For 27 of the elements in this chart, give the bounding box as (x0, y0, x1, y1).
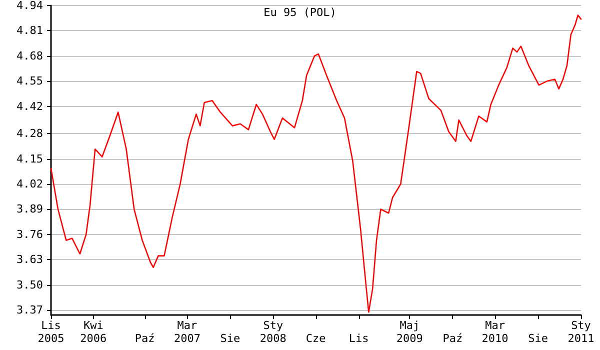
chart-title: Eu 95 (POL) (264, 6, 336, 19)
x-tick-label: Kwi 2006 (80, 319, 107, 345)
x-tick-label: Mar 2010 (482, 319, 508, 345)
x-tick-label: Lis (348, 332, 369, 345)
y-tick-label: 3.63 (16, 253, 43, 266)
x-tick-label: Paź (134, 332, 155, 345)
x-tick-label: Cze (306, 332, 326, 345)
y-tick-label: 4.81 (16, 24, 43, 38)
x-tick-label: Sty 2011 (568, 319, 594, 345)
y-tick-label: 4.15 (16, 152, 43, 166)
y-tick-label: 3.76 (16, 228, 43, 241)
y-tick-label: 4.68 (16, 49, 43, 62)
y-tick-label: 3.50 (16, 278, 43, 292)
x-tick-label: Mar 2007 (174, 319, 200, 345)
x-tick-label: Maj 2009 (396, 319, 423, 345)
x-tick-label: Sie (220, 332, 240, 345)
y-tick-label: 4.28 (16, 127, 43, 140)
x-tick-label: Sty 2008 (260, 319, 286, 345)
y-tick-label: 4.94 (16, 0, 44, 12)
y-tick-label: 3.37 (16, 304, 43, 317)
x-tick-label: Sie (528, 332, 548, 345)
y-tick-label: 4.42 (16, 100, 43, 113)
x-tick-label: Paź (442, 332, 463, 345)
y-tick-label: 4.02 (16, 178, 43, 191)
y-tick-label: 3.89 (16, 202, 43, 216)
x-tick-label: Lis 2005 (38, 319, 64, 345)
y-tick-label: 4.55 (16, 74, 43, 88)
